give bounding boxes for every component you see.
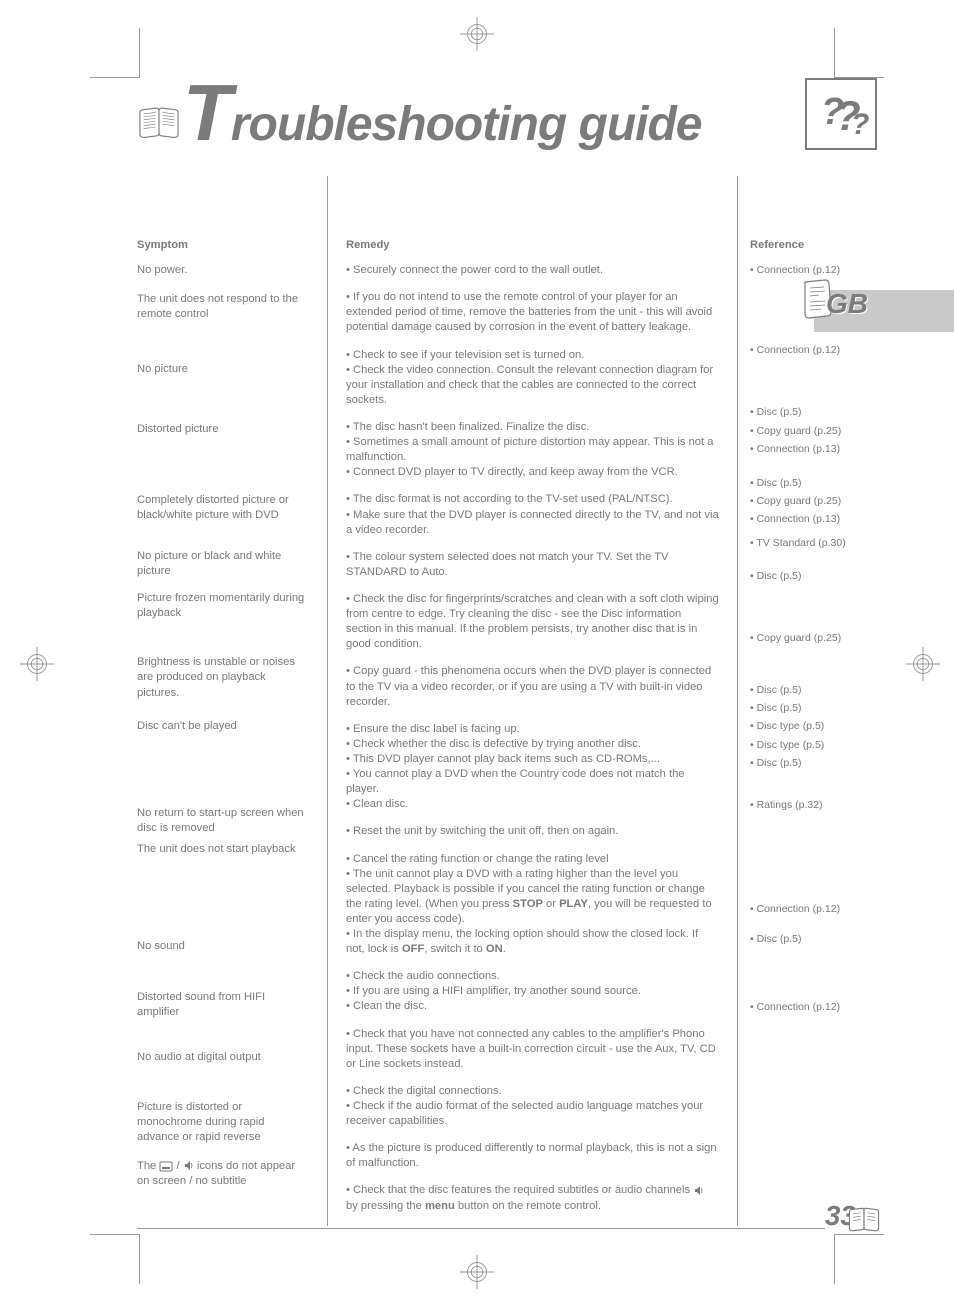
svg-text:?: ?	[851, 108, 869, 141]
symptom-text: Disc can't be played	[137, 719, 309, 734]
remedy-text: • The disc hasn't been finalized. Finali…	[346, 420, 719, 480]
symptom-text: No audio at digital output	[137, 1050, 309, 1065]
reference-text: • Connection (p.12)	[750, 1000, 877, 1014]
troubleshooting-table: Symptom No power. The unit does not resp…	[137, 176, 877, 1226]
symptom-text: The / icons do not appear on screen / no…	[137, 1159, 309, 1189]
symptom-header: Symptom	[137, 238, 309, 253]
crop-mark-tl	[90, 28, 140, 78]
symptom-text: No sound	[137, 939, 309, 954]
symptom-text: Brightness is unstable or noises are pro…	[137, 655, 309, 700]
symptom-text: No power.	[137, 263, 309, 278]
question-marks-icon: ? ? ?	[813, 86, 869, 142]
reference-text: • Connection (p.12)	[750, 343, 877, 357]
question-box: ? ? ?	[805, 78, 877, 150]
reference-text: • Copy guard (p.25)	[750, 494, 877, 508]
remedy-header: Remedy	[346, 238, 719, 253]
reference-text: • Disc (p.5)	[750, 569, 877, 583]
reference-text: • TV Standard (p.30)	[750, 536, 877, 550]
page-title: Troubleshooting guide	[183, 79, 702, 149]
remedy-text: • Copy guard - this phenomena occurs whe…	[346, 664, 719, 709]
symptom-text: The unit does not start playback	[137, 842, 309, 857]
reference-text: • Disc (p.5)	[750, 756, 877, 770]
reference-text: • Disc (p.5)	[750, 683, 877, 697]
symptom-column: Symptom No power. The unit does not resp…	[137, 176, 327, 1226]
remedy-text: • The disc format is not according to th…	[346, 492, 719, 537]
remedy-text: • Reset the unit by switching the unit o…	[346, 824, 719, 839]
page-header: Troubleshooting guide ? ? ?	[137, 78, 877, 150]
page-book-icon	[846, 1205, 882, 1238]
remedy-text: • Securely connect the power cord to the…	[346, 263, 719, 278]
remedy-text: • Cancel the rating function or change t…	[346, 852, 719, 958]
symptom-text: No picture or black and white picture	[137, 549, 309, 579]
title-block: Troubleshooting guide	[137, 79, 702, 149]
symptom-text: Picture is distorted or monochrome durin…	[137, 1100, 309, 1145]
menu-button-label: menu	[425, 1200, 455, 1212]
symptom-text: Picture frozen momentarily during playba…	[137, 591, 309, 621]
subtitle-icon	[159, 1160, 173, 1172]
remedy-text: • Check the disc for fingerprints/scratc…	[346, 592, 719, 652]
remedy-text: • Check the audio connections. • If you …	[346, 969, 719, 1014]
remedy-text: • Ensure the disc label is facing up. • …	[346, 722, 719, 813]
reference-text: • Ratings (p.32)	[750, 798, 877, 812]
crop-mark-br	[834, 1234, 884, 1284]
reference-text: • Connection (p.12)	[750, 902, 877, 916]
page-content: Troubleshooting guide ? ? ? Symptom No p…	[137, 78, 877, 1234]
reference-text: • Disc type (p.5)	[750, 719, 877, 733]
reference-text: • Disc type (p.5)	[750, 738, 877, 752]
crop-mark-tr	[834, 28, 884, 78]
remedy-text: • If you do not intend to use the remote…	[346, 290, 719, 335]
book-icon	[137, 100, 181, 149]
crop-mark-bl	[90, 1234, 140, 1284]
reference-header: Reference	[750, 238, 877, 253]
registration-mark-top	[458, 15, 496, 58]
audio-icon	[183, 1160, 194, 1171]
audio-icon	[693, 1185, 704, 1196]
reference-text: • Copy guard (p.25)	[750, 631, 877, 645]
reference-column: Reference • Connection (p.12) • Connecti…	[737, 176, 877, 1226]
reference-text: • Connection (p.13)	[750, 512, 877, 526]
registration-mark-bottom	[458, 1253, 496, 1296]
footer-rule	[137, 1228, 825, 1229]
symptom-text: Distorted sound from HIFI amplifier	[137, 990, 309, 1020]
remedy-text: • Check that the disc features the requi…	[346, 1183, 719, 1213]
reference-text: • Disc (p.5)	[750, 405, 877, 419]
remedy-text: • Check the digital connections. • Check…	[346, 1084, 719, 1129]
symptom-text: No return to start-up screen when disc i…	[137, 806, 309, 836]
symptom-text: Distorted picture	[137, 422, 309, 437]
reference-text: • Disc (p.5)	[750, 701, 877, 715]
reference-text: • Copy guard (p.25)	[750, 424, 877, 438]
remedy-text: • Check that you have not connected any …	[346, 1027, 719, 1072]
reference-text: • Disc (p.5)	[750, 932, 877, 946]
reference-text: • Disc (p.5)	[750, 476, 877, 490]
remedy-column: Remedy • Securely connect the power cord…	[327, 176, 737, 1226]
remedy-text: • Check to see if your television set is…	[346, 348, 719, 408]
reference-text: • Connection (p.12)	[750, 263, 877, 277]
registration-mark-left	[18, 645, 56, 688]
symptom-text: The unit does not respond to the remote …	[137, 292, 309, 322]
symptom-text: Completely distorted picture or black/wh…	[137, 493, 309, 523]
remedy-text: • As the picture is produced differently…	[346, 1141, 719, 1171]
registration-mark-right	[904, 645, 942, 688]
symptom-text: No picture	[137, 362, 309, 377]
language-code: GB	[826, 288, 868, 320]
remedy-text: • The colour system selected does not ma…	[346, 550, 719, 580]
reference-text: • Connection (p.13)	[750, 442, 877, 456]
